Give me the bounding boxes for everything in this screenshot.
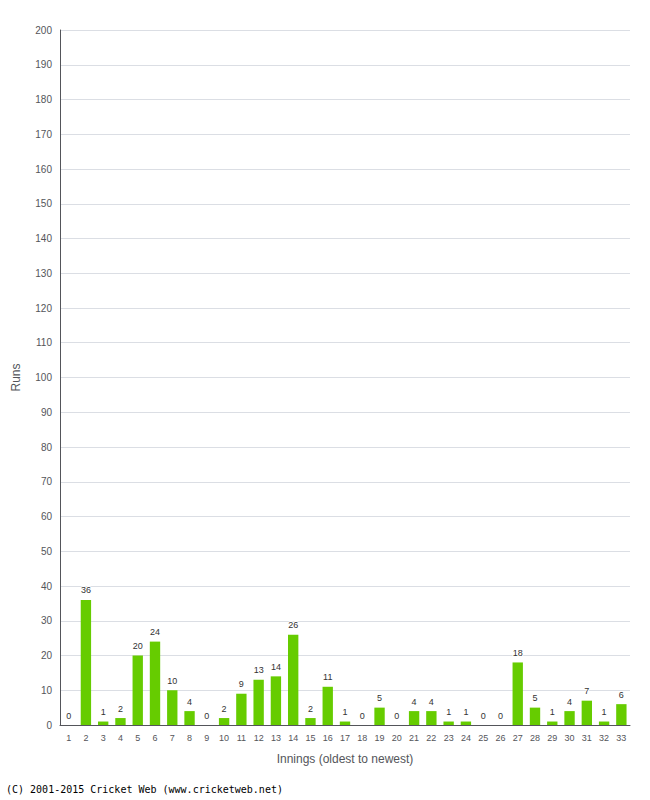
svg-text:22: 22 [426, 733, 436, 743]
svg-text:2: 2 [308, 704, 313, 714]
svg-text:60: 60 [41, 511, 53, 522]
svg-text:0: 0 [481, 711, 486, 721]
svg-text:16: 16 [323, 733, 333, 743]
svg-text:1: 1 [342, 707, 347, 717]
svg-text:120: 120 [35, 303, 52, 314]
svg-text:1: 1 [446, 707, 451, 717]
svg-text:1: 1 [463, 707, 468, 717]
svg-text:2: 2 [222, 704, 227, 714]
svg-text:30: 30 [565, 733, 575, 743]
svg-text:33: 33 [616, 733, 626, 743]
svg-text:4: 4 [567, 697, 572, 707]
svg-text:90: 90 [41, 407, 53, 418]
svg-text:4: 4 [412, 697, 417, 707]
svg-text:26: 26 [495, 733, 505, 743]
svg-text:20: 20 [392, 733, 402, 743]
svg-text:5: 5 [135, 733, 140, 743]
svg-text:4: 4 [118, 733, 123, 743]
svg-text:27: 27 [513, 733, 523, 743]
svg-text:1: 1 [550, 707, 555, 717]
svg-text:7: 7 [584, 686, 589, 696]
svg-text:26: 26 [288, 620, 298, 630]
svg-text:80: 80 [41, 442, 53, 453]
svg-text:30: 30 [41, 615, 53, 626]
svg-text:110: 110 [36, 337, 52, 348]
svg-text:29: 29 [547, 733, 557, 743]
svg-text:10: 10 [219, 733, 229, 743]
svg-text:23: 23 [444, 733, 454, 743]
svg-text:20: 20 [41, 650, 53, 661]
svg-text:(C) 2001-2015 Cricket Web (www: (C) 2001-2015 Cricket Web (www.cricketwe… [6, 784, 283, 795]
svg-text:21: 21 [409, 733, 419, 743]
svg-text:170: 170 [35, 129, 52, 140]
svg-text:40: 40 [41, 581, 53, 592]
svg-text:70: 70 [41, 476, 53, 487]
svg-text:8: 8 [187, 733, 192, 743]
svg-text:130: 130 [35, 268, 52, 279]
svg-text:32: 32 [599, 733, 609, 743]
svg-text:5: 5 [532, 693, 537, 703]
svg-text:24: 24 [461, 733, 471, 743]
svg-text:160: 160 [35, 164, 52, 175]
svg-text:24: 24 [150, 627, 160, 637]
svg-text:200: 200 [35, 25, 52, 36]
svg-text:0: 0 [394, 711, 399, 721]
svg-text:13: 13 [271, 733, 281, 743]
svg-text:31: 31 [582, 733, 592, 743]
svg-text:19: 19 [375, 733, 385, 743]
svg-text:4: 4 [187, 697, 192, 707]
svg-text:140: 140 [35, 233, 52, 244]
svg-text:18: 18 [357, 733, 367, 743]
svg-text:Runs: Runs [9, 363, 23, 391]
svg-text:6: 6 [152, 733, 157, 743]
svg-text:7: 7 [170, 733, 175, 743]
svg-text:150: 150 [35, 198, 52, 209]
svg-text:9: 9 [204, 733, 209, 743]
svg-text:0: 0 [204, 711, 209, 721]
svg-text:0: 0 [498, 711, 503, 721]
svg-text:6: 6 [619, 690, 624, 700]
svg-text:4: 4 [429, 697, 434, 707]
svg-text:14: 14 [288, 733, 298, 743]
svg-text:20: 20 [133, 641, 143, 651]
svg-text:13: 13 [254, 665, 264, 675]
svg-text:3: 3 [101, 733, 106, 743]
svg-text:190: 190 [35, 59, 52, 70]
svg-text:28: 28 [530, 733, 540, 743]
svg-text:9: 9 [239, 679, 244, 689]
svg-text:11: 11 [237, 733, 246, 743]
svg-text:36: 36 [81, 585, 91, 595]
svg-text:Innings (oldest to newest): Innings (oldest to newest) [277, 752, 414, 766]
svg-text:1: 1 [66, 733, 71, 743]
svg-text:2: 2 [83, 733, 88, 743]
svg-text:17: 17 [340, 733, 350, 743]
svg-text:50: 50 [41, 546, 53, 557]
svg-text:12: 12 [254, 733, 264, 743]
svg-text:10: 10 [167, 676, 177, 686]
svg-text:25: 25 [478, 733, 488, 743]
svg-text:100: 100 [35, 372, 52, 383]
svg-text:11: 11 [323, 672, 332, 682]
svg-text:18: 18 [513, 648, 523, 658]
svg-text:2: 2 [118, 704, 123, 714]
svg-text:0: 0 [360, 711, 365, 721]
svg-text:1: 1 [101, 707, 106, 717]
svg-text:0: 0 [66, 711, 71, 721]
svg-text:0: 0 [46, 720, 52, 731]
svg-text:15: 15 [305, 733, 315, 743]
svg-text:1: 1 [602, 707, 607, 717]
svg-text:10: 10 [41, 685, 53, 696]
svg-text:5: 5 [377, 693, 382, 703]
svg-text:180: 180 [35, 94, 52, 105]
svg-text:14: 14 [271, 662, 281, 672]
